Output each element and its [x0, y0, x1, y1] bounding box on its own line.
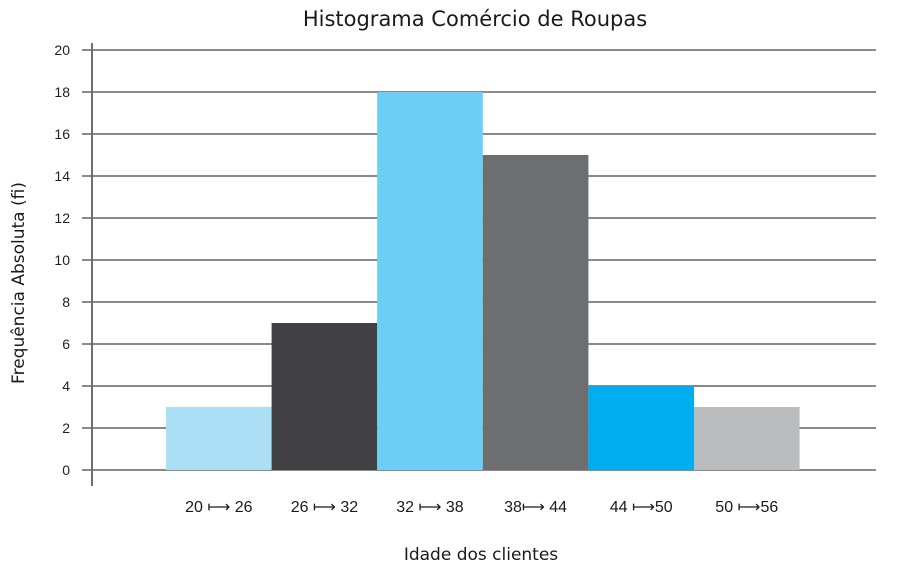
y-tick-label: 2 [62, 420, 70, 436]
x-category-label: 20 ⟼ 26 [185, 499, 253, 516]
y-tick-label: 8 [62, 294, 70, 310]
bars [166, 92, 800, 470]
chart-title: Histograma Comércio de Roupas [303, 7, 647, 31]
y-tick-label: 10 [54, 252, 70, 268]
x-category-label: 32 ⟼ 38 [396, 499, 464, 516]
x-category-label: 44 ⟼50 [610, 499, 673, 516]
y-tick-label: 4 [62, 378, 70, 394]
y-tick-label: 14 [54, 168, 70, 184]
y-tick-label: 18 [54, 84, 70, 100]
y-tick-label: 6 [62, 336, 70, 352]
bar [482, 155, 589, 470]
y-tick-label: 12 [54, 210, 70, 226]
bar [377, 92, 483, 470]
bar [271, 323, 378, 470]
y-tick-labels: 0 2 4 6 8 10 12 14 16 18 20 [54, 42, 70, 478]
bar [694, 407, 800, 470]
y-tick-label: 20 [54, 42, 70, 58]
x-category-label: 50 ⟼56 [715, 499, 778, 516]
x-category-label: 38⟼ 44 [504, 499, 567, 516]
x-category-label: 26 ⟼ 32 [291, 499, 359, 516]
y-axis-label: Frequência Absoluta (fi) [9, 182, 29, 384]
x-category-labels: 20 ⟼ 26 26 ⟼ 32 32 ⟼ 38 38⟼ 44 44 ⟼50 50 ⟼56 [185, 499, 778, 516]
y-tick-label: 16 [54, 126, 70, 142]
bar [588, 386, 694, 470]
bar [166, 407, 272, 470]
x-axis-label: Idade dos clientes [404, 545, 558, 565]
y-tick-label: 0 [62, 462, 70, 478]
